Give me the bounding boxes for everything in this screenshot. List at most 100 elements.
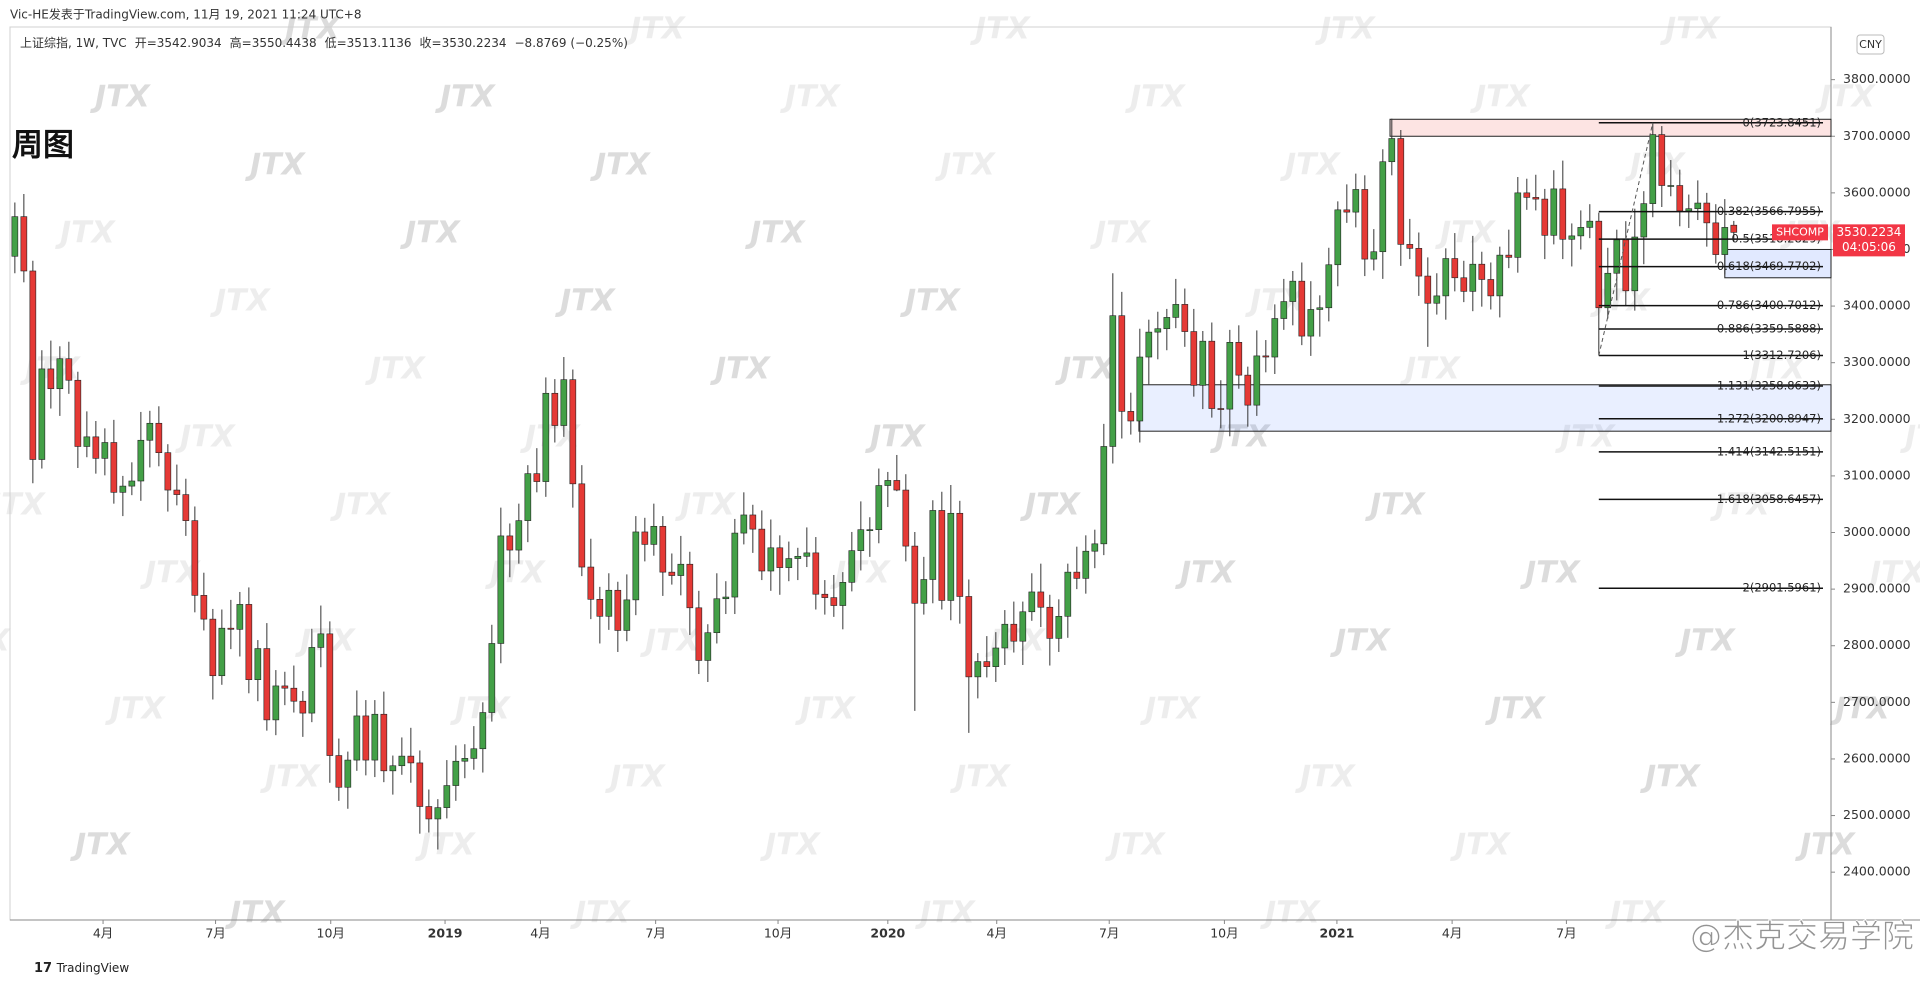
candle-body (191, 520, 199, 596)
candle-body (1235, 342, 1243, 376)
candle-body (1658, 134, 1666, 186)
candle-body (398, 755, 406, 767)
candle-body (29, 270, 37, 460)
candle-body (317, 633, 325, 648)
candle-body (992, 647, 1000, 667)
candle-body (596, 599, 604, 617)
candle-body (884, 480, 892, 486)
watermark: JTX (590, 148, 652, 183)
y-tick-label: 2600.0000 (1843, 750, 1911, 765)
watermark: JTX (435, 80, 497, 115)
candle-body (101, 442, 109, 459)
watermark: JTX (485, 556, 547, 591)
candle-body (1415, 248, 1423, 277)
candle-body (605, 589, 613, 617)
currency[interactable]: CNY (1859, 38, 1882, 51)
watermark: JTX (1295, 760, 1357, 795)
ticker: SHCOMP (1776, 225, 1824, 238)
watermark: JTX (1055, 352, 1117, 387)
candle-body (1505, 254, 1513, 258)
watermark: JTX (625, 12, 687, 47)
zone (1389, 118, 1832, 137)
watermark: JTX (1710, 488, 1772, 523)
candle-body (1091, 543, 1099, 552)
candle-body (749, 514, 757, 530)
watermark: JTX (295, 624, 357, 659)
watermark: JTX (1865, 556, 1920, 591)
ticker-box (1772, 224, 1828, 241)
candle-body (245, 604, 253, 680)
fib-anchor (1598, 122, 1654, 356)
currency-box[interactable] (1856, 34, 1885, 55)
candle-body (1676, 185, 1684, 212)
candle-body (875, 485, 883, 530)
candle-body (1721, 227, 1729, 255)
watermark: JTX (915, 896, 977, 931)
candle-body (281, 685, 289, 689)
watermark: JTX (1435, 216, 1497, 251)
candle-body (461, 758, 469, 762)
candle-body (1343, 209, 1351, 213)
candle-body (713, 598, 721, 634)
candle-body (1181, 304, 1189, 332)
watermark: JTX (175, 420, 237, 455)
legend-change: −8.8769 (−0.25%) (515, 36, 628, 50)
candle-body (1028, 591, 1036, 613)
watermark: JTX (1400, 352, 1462, 387)
candle-body (344, 759, 352, 788)
credit: @杰克交易学院 (1690, 917, 1914, 955)
countdown: 04:05:06 (1842, 240, 1896, 254)
watermark: JTX (1260, 896, 1322, 931)
candle-body (1046, 606, 1054, 639)
watermark: JTX (140, 556, 202, 591)
candle-body (56, 358, 64, 390)
watermark: JTX (1210, 420, 1272, 455)
candle-body (983, 661, 991, 667)
watermark: JTX (245, 148, 307, 183)
chart-title: 周图 (12, 128, 74, 164)
candle-body (1082, 550, 1090, 579)
candle-body (74, 379, 82, 447)
candle-body (1469, 263, 1477, 292)
fib-label: 0.786(3400.7012) (1717, 298, 1821, 312)
candle-body (1496, 254, 1504, 297)
y-tick-label: 2700.0000 (1843, 694, 1911, 709)
x-tick-label: 10月 (1210, 926, 1238, 941)
candle-body (1226, 342, 1234, 410)
candle-body (506, 535, 514, 551)
watermark: JTX (1330, 624, 1392, 659)
watermark: JTX (1485, 692, 1547, 727)
watermark: JTX (970, 12, 1032, 47)
watermark: JTX (1175, 556, 1237, 591)
candle-body (839, 582, 847, 606)
candle-body (173, 489, 181, 495)
candle-body (1559, 188, 1567, 240)
y-tick-label: 2500.0000 (1843, 807, 1911, 822)
x-tick-label: 2021 (1320, 926, 1355, 941)
watermark: JTX (780, 80, 842, 115)
y-tick-label: 3100.0000 (1843, 467, 1911, 482)
candle-body (1019, 611, 1027, 642)
candle-body (614, 589, 622, 631)
fib-label: 1(3312.7206) (1743, 348, 1821, 362)
watermark: JTX (1245, 284, 1307, 319)
candle-body (119, 485, 127, 493)
candle-body (1010, 623, 1018, 642)
candle-body (560, 379, 568, 426)
y-tick-label: 3200.0000 (1843, 411, 1911, 426)
candle-body (1685, 208, 1693, 212)
watermark: JTX (1900, 420, 1920, 455)
watermark: JTX (555, 284, 617, 319)
watermark: JTX (365, 352, 427, 387)
candle-body (1523, 192, 1531, 198)
candle-body (479, 712, 487, 750)
candle-body (929, 510, 937, 580)
watermark: JTX (1520, 556, 1582, 591)
candle-body (1136, 356, 1144, 422)
candle-body (920, 579, 928, 604)
y-tick-label: 2400.0000 (1843, 864, 1911, 879)
watermark: JTX (55, 216, 117, 251)
candle-body (263, 648, 271, 721)
